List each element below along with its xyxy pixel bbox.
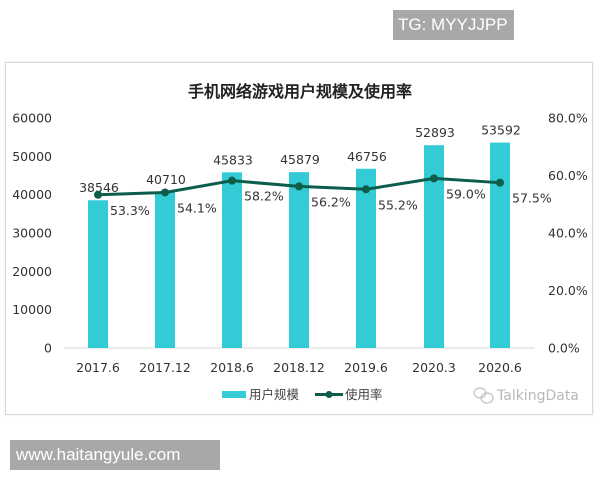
bar-value-label: 52893 [415,125,455,140]
bar [155,191,175,348]
site-watermark-badge: www.haitangyule.com [10,440,220,470]
x-tick-label: 2020.3 [412,360,456,375]
rate-value-label: 56.2% [311,194,351,209]
legend-bar-swatch [222,391,246,398]
right-tick-label: 0.0% [548,341,580,356]
left-tick-label: 60000 [12,111,52,126]
x-tick-label: 2019.6 [344,360,388,375]
x-tick-label: 2017.12 [139,360,191,375]
left-tick-label: 30000 [12,226,52,241]
rate-value-label: 53.3% [110,203,150,218]
x-axis-ticks: 2017.6 2017.12 2018.6 2018.12 2019.6 2020.3 20… [76,360,522,375]
left-tick-label: 40000 [12,187,52,202]
bar-value-label: 40710 [146,172,186,187]
right-tick-label: 20.0% [548,283,588,298]
rate-value-label: 59.0% [446,186,486,201]
bar-value-label: 45833 [213,152,253,167]
bar-data-labels: 38546 40710 45833 45879 46756 52893 53592 [79,123,521,196]
left-axis-ticks: 0 10000 20000 30000 40000 50000 60000 [12,111,52,356]
right-tick-label: 40.0% [548,226,588,241]
bar [88,200,108,348]
line-point [161,188,169,197]
line-point [228,176,236,185]
svg-text:TalkingData: TalkingData [496,388,579,404]
bar [424,145,444,348]
line-point [430,174,438,183]
line-point [496,178,504,187]
bar [222,172,242,348]
bar-value-label: 45879 [280,152,320,167]
rate-value-label: 55.2% [378,197,418,212]
legend-label-usage-rate: 使用率 [345,387,383,402]
bar-value-label: 53592 [481,123,521,138]
bar-series-user-scale [88,142,510,348]
chart-title: 手机网络游戏用户规模及使用率 [187,82,412,101]
legend-label-user-scale: 用户规模 [249,387,300,402]
x-tick-label: 2018.12 [273,360,325,375]
right-axis-ticks: 0.0% 20.0% 40.0% 60.0% 80.0% [548,111,588,356]
left-tick-label: 50000 [12,149,52,164]
bar [289,172,309,348]
x-tick-label: 2018.6 [210,360,254,375]
x-tick-label: 2020.6 [478,360,522,375]
bar-value-label: 46756 [347,149,387,164]
tg-watermark-badge: TG: MYYJJPP [393,10,514,40]
talkingdata-watermark: TalkingData [473,387,579,404]
right-tick-label: 80.0% [548,111,588,126]
line-series-usage-rate [94,174,504,199]
bar [356,168,376,348]
rate-value-label: 58.2% [244,189,284,204]
left-tick-label: 20000 [12,264,52,279]
chart-legend: 用户规模 使用率 [222,387,383,402]
rate-value-label: 57.5% [512,191,552,206]
bar [490,142,510,348]
left-tick-label: 10000 [12,302,52,317]
bar-value-label: 38546 [79,180,119,195]
wechat-icon [473,387,494,404]
line-point [362,185,370,194]
left-tick-label: 0 [44,341,52,356]
line-point [94,190,102,199]
rate-value-label: 54.1% [177,200,217,215]
right-tick-label: 60.0% [548,168,588,183]
line-point [295,182,303,191]
line-data-labels: 53.3% 54.1% 58.2% 56.2% 55.2% 59.0% 57.5% [110,186,552,217]
x-tick-label: 2017.6 [76,360,120,375]
